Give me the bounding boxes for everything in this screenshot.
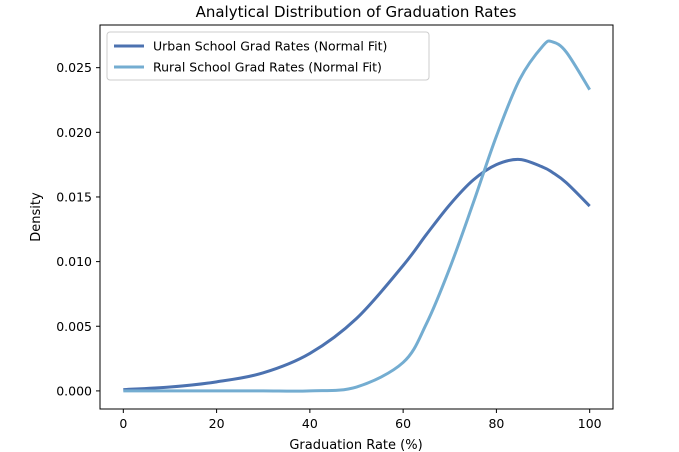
plot-area	[99, 24, 614, 410]
x-tick-label: 80	[488, 416, 504, 431]
series-line-2	[123, 39, 591, 393]
plot-frame	[99, 24, 614, 410]
legend-label-1: Urban School Grad Rates (Normal Fit)	[153, 39, 387, 54]
legend-label-2: Rural School Grad Rates (Normal Fit)	[153, 60, 382, 75]
y-tick-label: 0.025	[56, 60, 92, 75]
chart-title: Analytical Distribution of Graduation Ra…	[196, 3, 517, 21]
x-tick-label: 0	[119, 416, 127, 431]
x-tick-label: 40	[302, 416, 318, 431]
series-line-1	[123, 157, 591, 392]
x-axis-label: Graduation Rate (%)	[289, 438, 422, 452]
y-tick-label: 0.005	[56, 319, 92, 334]
x-tick-label: 100	[578, 416, 602, 431]
y-axis-label: Density	[29, 192, 44, 242]
x-tick-label: 60	[395, 416, 411, 431]
legend: Urban School Grad Rates (Normal Fit) Rura…	[106, 31, 430, 81]
series-group	[123, 39, 591, 393]
x-axis: 0 20 40 60 80 100	[119, 409, 602, 431]
y-tick-label: 0.015	[56, 189, 92, 204]
y-axis: 0.000 0.005 0.010 0.015 0.020 0.025	[56, 60, 100, 398]
y-tick-label: 0.000	[56, 383, 92, 398]
y-tick-label: 0.020	[56, 125, 92, 140]
x-tick-label: 20	[209, 416, 225, 431]
legend-box	[106, 31, 430, 81]
y-tick-label: 0.010	[56, 254, 92, 269]
